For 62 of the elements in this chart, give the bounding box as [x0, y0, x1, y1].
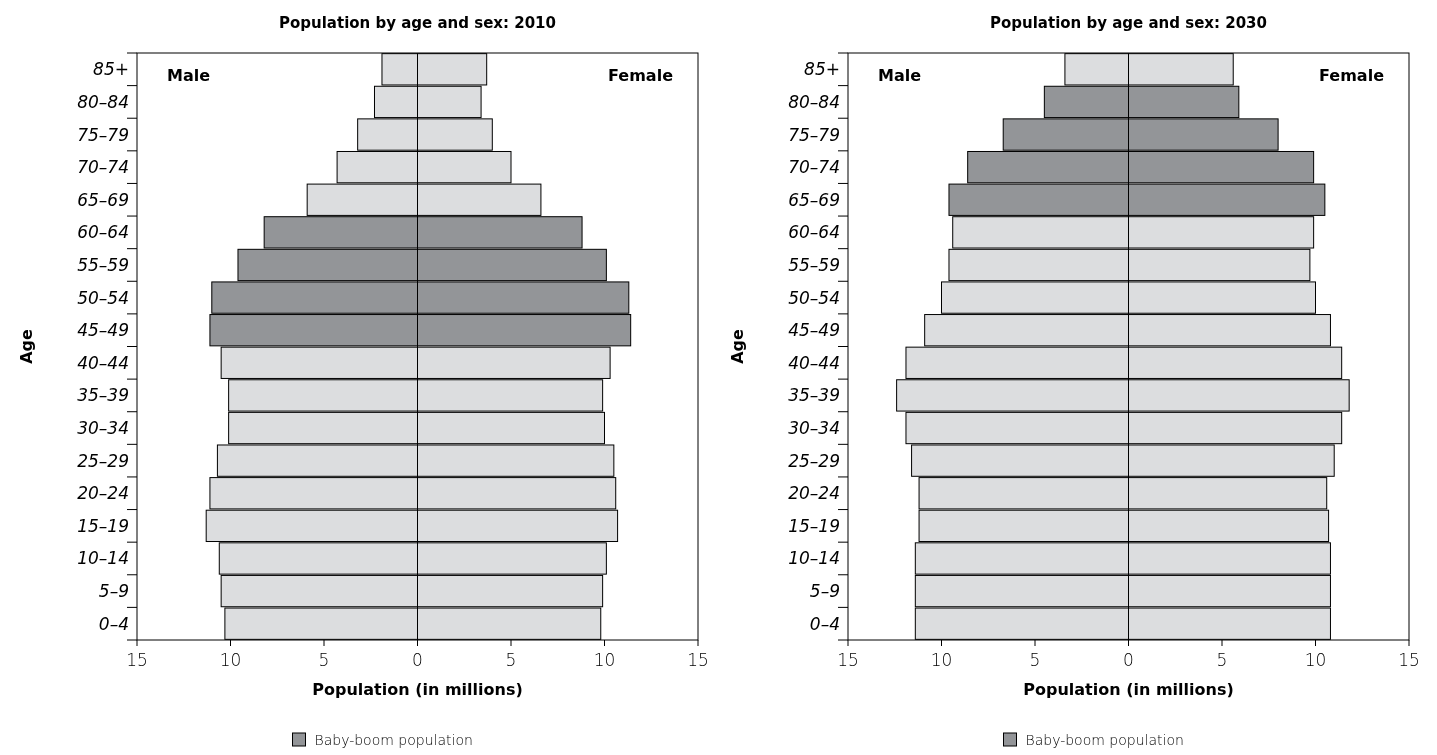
y-tick-label: 5–9	[809, 581, 840, 602]
legend-title: Baby-boom population	[1025, 732, 1184, 748]
y-tick-label: 40–44	[788, 352, 840, 373]
y-tick-label: 75–79	[77, 124, 129, 145]
x-tick-label: 5	[318, 650, 330, 670]
x-tick-label: 5	[1029, 650, 1041, 670]
y-axis-title: Age	[728, 329, 747, 364]
y-axis-title: Age	[17, 329, 36, 364]
y-tick-label: 0–4	[809, 613, 840, 634]
chart-title: Population by age and sex: 2010	[279, 14, 556, 32]
x-tick-label: 10	[593, 650, 616, 670]
annotation: Female	[1319, 66, 1385, 85]
annotation: Female	[608, 66, 674, 85]
chart-title: Population by age and sex: 2030	[990, 14, 1267, 32]
y-tick-label: 85+	[93, 59, 129, 80]
x-tick-label: 0	[412, 650, 423, 670]
y-tick-label: 60–64	[77, 222, 129, 243]
x-tick-label: 10	[930, 650, 953, 670]
x-tick-label: 15	[687, 650, 709, 670]
x-tick-label: 15	[126, 650, 148, 670]
y-tick-label: 20–24	[788, 483, 840, 504]
x-axis-title: Population (in millions)	[312, 680, 523, 699]
y-tick-label: 45–49	[77, 320, 129, 341]
x-tick-label: 5	[505, 650, 517, 670]
y-tick-label: 10–14	[77, 548, 129, 569]
y-tick-label: 70–74	[77, 157, 129, 178]
y-tick-label: 25–29	[77, 450, 129, 471]
y-tick-label: 35–39	[788, 385, 840, 406]
x-tick-label: 15	[1398, 650, 1420, 670]
y-tick-label: 45–49	[788, 320, 840, 341]
y-tick-label: 40–44	[77, 352, 129, 373]
y-tick-label: 50–54	[788, 287, 840, 308]
y-tick-label: 15–19	[77, 515, 129, 536]
x-tick-label: 10	[219, 650, 242, 670]
y-tick-label: 85+	[804, 59, 840, 80]
y-tick-label: 15–19	[788, 515, 840, 536]
y-tick-label: 50–54	[77, 287, 129, 308]
y-tick-label: 10–14	[788, 548, 840, 569]
x-axis-title: Population (in millions)	[1023, 680, 1234, 699]
x-tick-label: 15	[837, 650, 859, 670]
x-tick-label: 5	[1216, 650, 1228, 670]
y-tick-label: 30–34	[77, 418, 129, 439]
y-tick-label: 80–84	[77, 91, 129, 112]
x-tick-label: 10	[1304, 650, 1327, 670]
annotation: Male	[878, 66, 922, 85]
y-tick-label: 55–59	[77, 254, 129, 275]
y-tick-label: 20–24	[77, 483, 129, 504]
annotation: Male	[167, 66, 211, 85]
y-tick-label: 75–79	[788, 124, 840, 145]
y-tick-label: 65–69	[788, 189, 840, 210]
y-tick-label: 5–9	[98, 581, 129, 602]
y-tick-label: 30–34	[788, 418, 840, 439]
y-tick-label: 80–84	[788, 91, 840, 112]
legend-title: Baby-boom population	[314, 732, 473, 748]
y-tick-label: 25–29	[788, 450, 840, 471]
y-tick-label: 60–64	[788, 222, 840, 243]
y-tick-label: 0–4	[98, 613, 129, 634]
x-tick-label: 0	[1123, 650, 1134, 670]
y-tick-label: 70–74	[788, 157, 840, 178]
y-tick-label: 35–39	[77, 385, 129, 406]
y-tick-label: 55–59	[788, 254, 840, 275]
y-tick-label: 65–69	[77, 189, 129, 210]
